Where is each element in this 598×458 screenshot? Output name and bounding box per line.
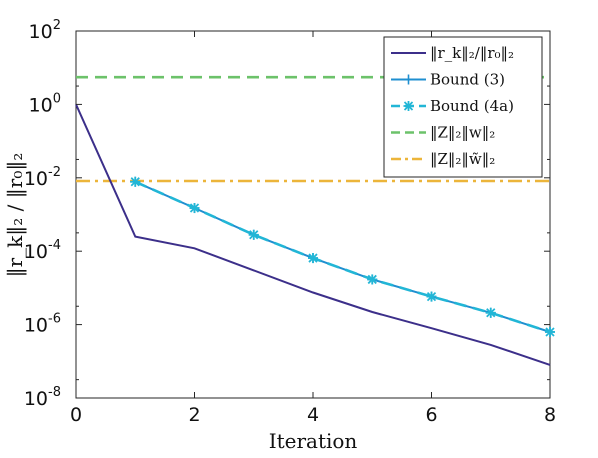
- y-tick-label: 10-6: [24, 312, 61, 337]
- y-tick-label: 10-4: [24, 238, 61, 263]
- y-tick-label: 10-2: [24, 165, 61, 190]
- x-axis-title: Iteration: [269, 429, 358, 453]
- series-2: [130, 176, 555, 337]
- legend-label: Bound (3): [430, 71, 505, 89]
- marker-star: [189, 203, 200, 214]
- legend-entry-3: ‖Z‖₂‖w‖₂: [391, 124, 495, 142]
- y-tick-label: 102: [29, 18, 61, 43]
- series-line: [134, 180, 551, 334]
- legend-label: ‖Z‖₂‖w̃‖₂: [430, 150, 495, 168]
- marker-star: [130, 176, 141, 187]
- y-tick-labels: 102 100 10-2 10-4 10-6 10-8: [24, 18, 61, 410]
- marker-star: [308, 253, 318, 264]
- marker-star: [545, 326, 555, 337]
- legend-entry-1: Bound (3): [391, 71, 505, 89]
- x-tick-label: 4: [307, 404, 319, 426]
- y-tick-label: 10-8: [24, 385, 61, 410]
- marker-star: [485, 307, 496, 318]
- marker-plus: [403, 74, 414, 85]
- x-tick-label: 2: [188, 404, 200, 426]
- x-tick-label: 8: [544, 404, 556, 426]
- marker-star: [403, 101, 414, 111]
- x-tick-label: 6: [425, 404, 437, 426]
- series-0: [75, 103, 551, 366]
- legend: ‖r_k‖₂/‖r₀‖₂ Bound (3) Bound (4a) ‖Z‖₂‖w‖₂ ‖…: [383, 36, 543, 178]
- marker-star: [426, 291, 437, 302]
- series-line: [75, 103, 551, 366]
- x-tick-label: 0: [70, 404, 82, 426]
- legend-entry-4: ‖Z‖₂‖w̃‖₂: [391, 150, 495, 168]
- series-layer: [75, 75, 555, 366]
- legend-label: ‖r_k‖₂/‖r₀‖₂: [430, 44, 514, 62]
- legend-label: Bound (4a): [430, 97, 514, 115]
- legend-entry-2: Bound (4a): [391, 97, 514, 115]
- x-tick-labels: 0 2 4 6 8: [70, 404, 556, 426]
- y-tick-label: 100: [29, 91, 61, 116]
- legend-label: ‖Z‖₂‖w‖₂: [430, 124, 495, 142]
- marker-star: [367, 274, 378, 285]
- legend-entry-0: ‖r_k‖₂/‖r₀‖₂: [391, 44, 514, 62]
- marker-star: [248, 229, 259, 240]
- tick-marks: [75, 30, 551, 399]
- y-axis-title: ‖r_k‖₂ / ‖r₀‖₂: [3, 153, 28, 278]
